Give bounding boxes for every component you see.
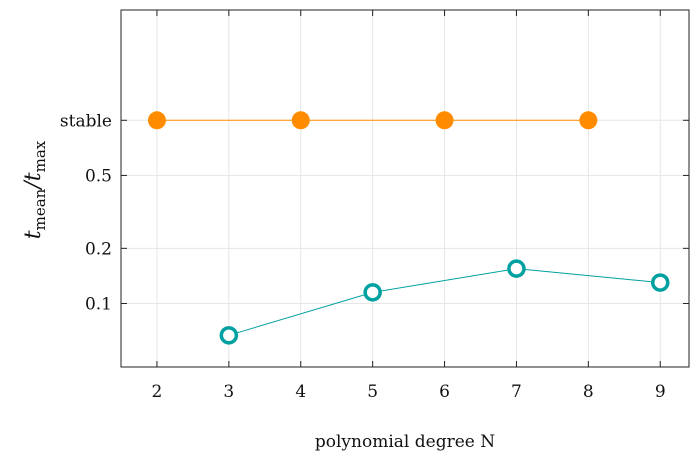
- series-2-line: [228, 268, 661, 336]
- y-tick-label: 0.1: [85, 294, 112, 314]
- y-tick-label: 0.2: [85, 239, 112, 259]
- series-1-point: [147, 111, 166, 130]
- axis-ticks: [121, 10, 689, 367]
- y-tick-label: stable: [60, 111, 112, 131]
- y-tick-labels: 0.1 0.2 0.5 stable: [60, 111, 112, 314]
- x-tick-label: 6: [439, 382, 450, 402]
- plot-frame: [120, 9, 690, 368]
- series-1-point: [291, 111, 310, 130]
- x-tick-label: 5: [367, 382, 378, 402]
- y-axis-label: tmean/tmax: [21, 140, 49, 239]
- x-axis-label: polynomial degree N: [315, 432, 495, 452]
- y-label-base-2: t: [21, 172, 46, 181]
- series-layer: [147, 111, 670, 345]
- x-tick-label: 2: [152, 382, 163, 402]
- y-label-base-1: t: [21, 230, 46, 239]
- series-2-point: [650, 273, 670, 292]
- series-1-point: [435, 111, 454, 130]
- series-2-point: [219, 326, 239, 345]
- series-2-point: [363, 283, 382, 302]
- y-tick-label: 0.5: [85, 166, 112, 186]
- x-tick-labels: 2 3 4 5 6 7 8 9: [152, 382, 666, 402]
- y-label-sub-max: max: [31, 140, 49, 172]
- x-tick-label: 4: [295, 382, 306, 402]
- y-label-separator: /: [21, 179, 46, 191]
- x-tick-label: 8: [583, 382, 594, 402]
- series-1-point: [579, 111, 598, 130]
- grid-lines: [121, 10, 689, 367]
- x-tick-label: 9: [655, 382, 666, 402]
- series-2-point: [507, 259, 526, 278]
- x-tick-label: 3: [223, 382, 234, 402]
- x-tick-label: 7: [511, 382, 522, 402]
- y-label-sub-mean: mean: [31, 188, 49, 230]
